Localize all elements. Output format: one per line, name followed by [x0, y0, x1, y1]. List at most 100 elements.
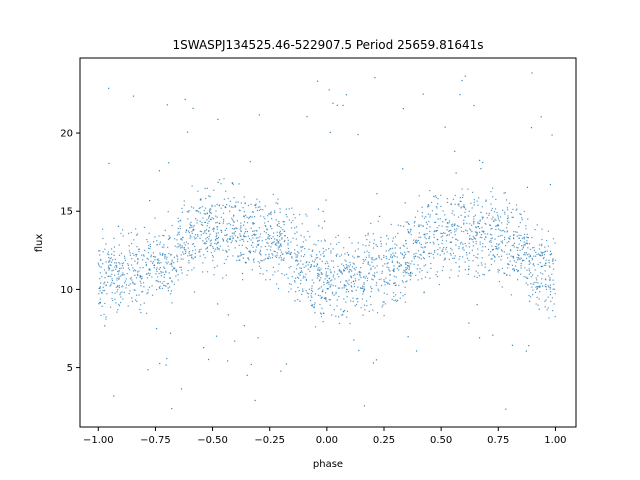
data-point: [429, 214, 431, 216]
data-point: [209, 218, 211, 220]
data-point: [194, 252, 196, 255]
data-point: [320, 286, 323, 288]
data-point: [227, 197, 229, 200]
data-point: [510, 294, 513, 296]
data-point: [348, 236, 350, 239]
data-point: [523, 253, 525, 256]
data-point: [111, 279, 114, 282]
data-point: [527, 247, 529, 249]
data-point: [469, 228, 471, 230]
data-point: [281, 273, 283, 275]
y-axis-label: flux: [34, 234, 45, 253]
data-point: [473, 199, 475, 201]
data-point: [435, 213, 437, 215]
data-point: [326, 288, 328, 290]
data-point: [239, 233, 241, 235]
data-point: [179, 245, 181, 247]
data-point: [371, 261, 373, 263]
data-point: [107, 275, 109, 278]
data-point: [458, 205, 460, 207]
data-point: [265, 279, 267, 281]
data-point: [480, 167, 482, 170]
data-point: [539, 285, 541, 287]
data-point: [291, 256, 293, 258]
data-point: [243, 234, 245, 236]
data-point: [357, 286, 359, 288]
data-point: [227, 245, 229, 247]
data-point: [327, 265, 330, 267]
data-point: [491, 237, 493, 239]
data-point: [104, 289, 106, 292]
data-point: [243, 232, 246, 234]
data-point: [218, 247, 220, 250]
data-point: [193, 267, 195, 269]
data-point: [244, 231, 247, 233]
data-point: [538, 298, 540, 300]
data-point: [446, 229, 448, 231]
data-point: [506, 267, 509, 269]
data-point: [233, 196, 235, 199]
data-point: [423, 257, 426, 260]
data-point: [156, 240, 158, 242]
data-point: [361, 287, 363, 289]
data-point: [176, 260, 179, 263]
data-point: [351, 286, 353, 288]
data-point: [513, 270, 515, 272]
data-point: [325, 267, 327, 270]
data-point: [325, 297, 327, 299]
data-point: [138, 248, 140, 250]
data-point: [495, 219, 497, 221]
data-point: [376, 193, 378, 195]
data-point: [166, 263, 168, 265]
data-point: [111, 278, 113, 280]
data-point: [136, 246, 138, 248]
data-point: [520, 265, 522, 267]
data-point: [118, 244, 120, 246]
data-point: [202, 232, 205, 235]
data-point: [340, 271, 342, 273]
data-point: [169, 293, 172, 295]
data-point: [310, 289, 312, 291]
data-point: [208, 211, 211, 213]
data-point: [353, 280, 355, 283]
data-point: [441, 232, 443, 235]
data-point: [228, 249, 230, 251]
data-point: [423, 251, 425, 253]
data-point: [472, 260, 474, 262]
data-point: [203, 254, 205, 256]
data-point: [99, 250, 101, 252]
data-point: [220, 216, 222, 218]
data-point: [123, 255, 126, 257]
data-point: [404, 293, 406, 296]
data-point: [243, 215, 245, 217]
data-point: [203, 213, 205, 215]
data-point: [394, 243, 396, 245]
data-point: [108, 162, 110, 165]
data-point: [235, 239, 237, 242]
data-point: [506, 218, 509, 220]
data-point: [325, 297, 327, 300]
data-point: [145, 264, 147, 267]
data-point: [472, 221, 475, 223]
data-point: [290, 251, 292, 254]
data-point: [418, 195, 420, 197]
data-point: [267, 233, 269, 236]
data-point: [502, 229, 504, 232]
data-point: [534, 291, 537, 294]
data-point: [402, 107, 404, 110]
data-point: [528, 253, 530, 255]
data-point: [193, 225, 195, 227]
data-point: [483, 230, 485, 232]
data-point: [409, 272, 412, 274]
data-point: [447, 222, 449, 224]
data-point: [440, 194, 442, 196]
data-point: [258, 243, 260, 246]
data-point: [350, 300, 352, 302]
data-point: [462, 256, 464, 258]
data-point: [528, 273, 530, 275]
data-point: [159, 287, 161, 290]
data-point: [464, 269, 466, 271]
data-point: [472, 245, 474, 247]
data-point: [122, 235, 124, 237]
data-point: [410, 274, 412, 276]
